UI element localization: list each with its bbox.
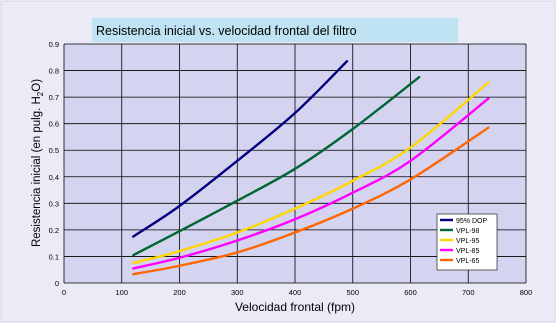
legend-label: VPL-65: [456, 258, 479, 265]
series-line-vpl-65: [132, 126, 490, 276]
series-line-95-dop: [132, 60, 349, 238]
y-axis-label: Resistencia inicial (en pulg. H2O): [31, 79, 45, 247]
y-tick-label: 0.8: [49, 67, 59, 76]
x-tick-label: 0: [62, 288, 66, 297]
legend-label: VPL-95: [456, 238, 479, 245]
y-tick-labels: 0 0.1 0.2 0.3 0.4 0.5 0.6 0.7 0.8 0.9: [49, 40, 59, 288]
x-tick-label: 500: [346, 288, 359, 297]
x-tick-label: 700: [462, 288, 475, 297]
y-tick-label: 0.7: [49, 93, 59, 102]
y-axis-label-end: O): [31, 79, 43, 92]
y-tick-label: 0.5: [49, 146, 59, 155]
x-axis-label: Velocidad frontal (fpm): [235, 300, 355, 314]
series-line-vpl-85: [132, 97, 490, 270]
legend-label: 95% DOP: [456, 218, 487, 225]
series-line-vpl-98: [132, 75, 421, 257]
series-layer: [132, 60, 490, 276]
x-tick-label: 100: [115, 288, 128, 297]
x-tick-label: 400: [289, 288, 302, 297]
x-tick-label: 600: [404, 288, 417, 297]
legend-label: VPL-85: [456, 248, 479, 255]
x-tick-label: 200: [173, 288, 186, 297]
grid: [63, 43, 527, 284]
series-line-vpl-95: [132, 81, 490, 265]
x-tick-label: 800: [520, 288, 533, 297]
y-tick-label: 0: [55, 279, 59, 288]
legend-label: VPL-98: [456, 228, 479, 235]
legend: 95% DOP VPL-98 VPL-95 VPL-85 VPL-65: [436, 213, 498, 271]
y-tick-label: 0.2: [49, 226, 59, 235]
title-background: [92, 18, 458, 42]
x-tick-labels: 0 100 200 300 400 500 600 700 800: [62, 288, 532, 297]
y-tick-label: 0.4: [49, 173, 59, 182]
y-tick-label: 0.9: [49, 40, 59, 49]
y-tick-label: 0.6: [49, 120, 59, 129]
x-tick-label: 300: [231, 288, 244, 297]
y-tick-label: 0.1: [49, 252, 59, 261]
y-tick-label: 0.3: [49, 199, 59, 208]
chart-title: Resistencia inicial vs. velocidad fronta…: [96, 24, 357, 38]
y-axis-label-subscript: 2: [36, 91, 45, 96]
y-axis-label-main: Resistencia inicial (en pulg. H: [31, 96, 43, 247]
